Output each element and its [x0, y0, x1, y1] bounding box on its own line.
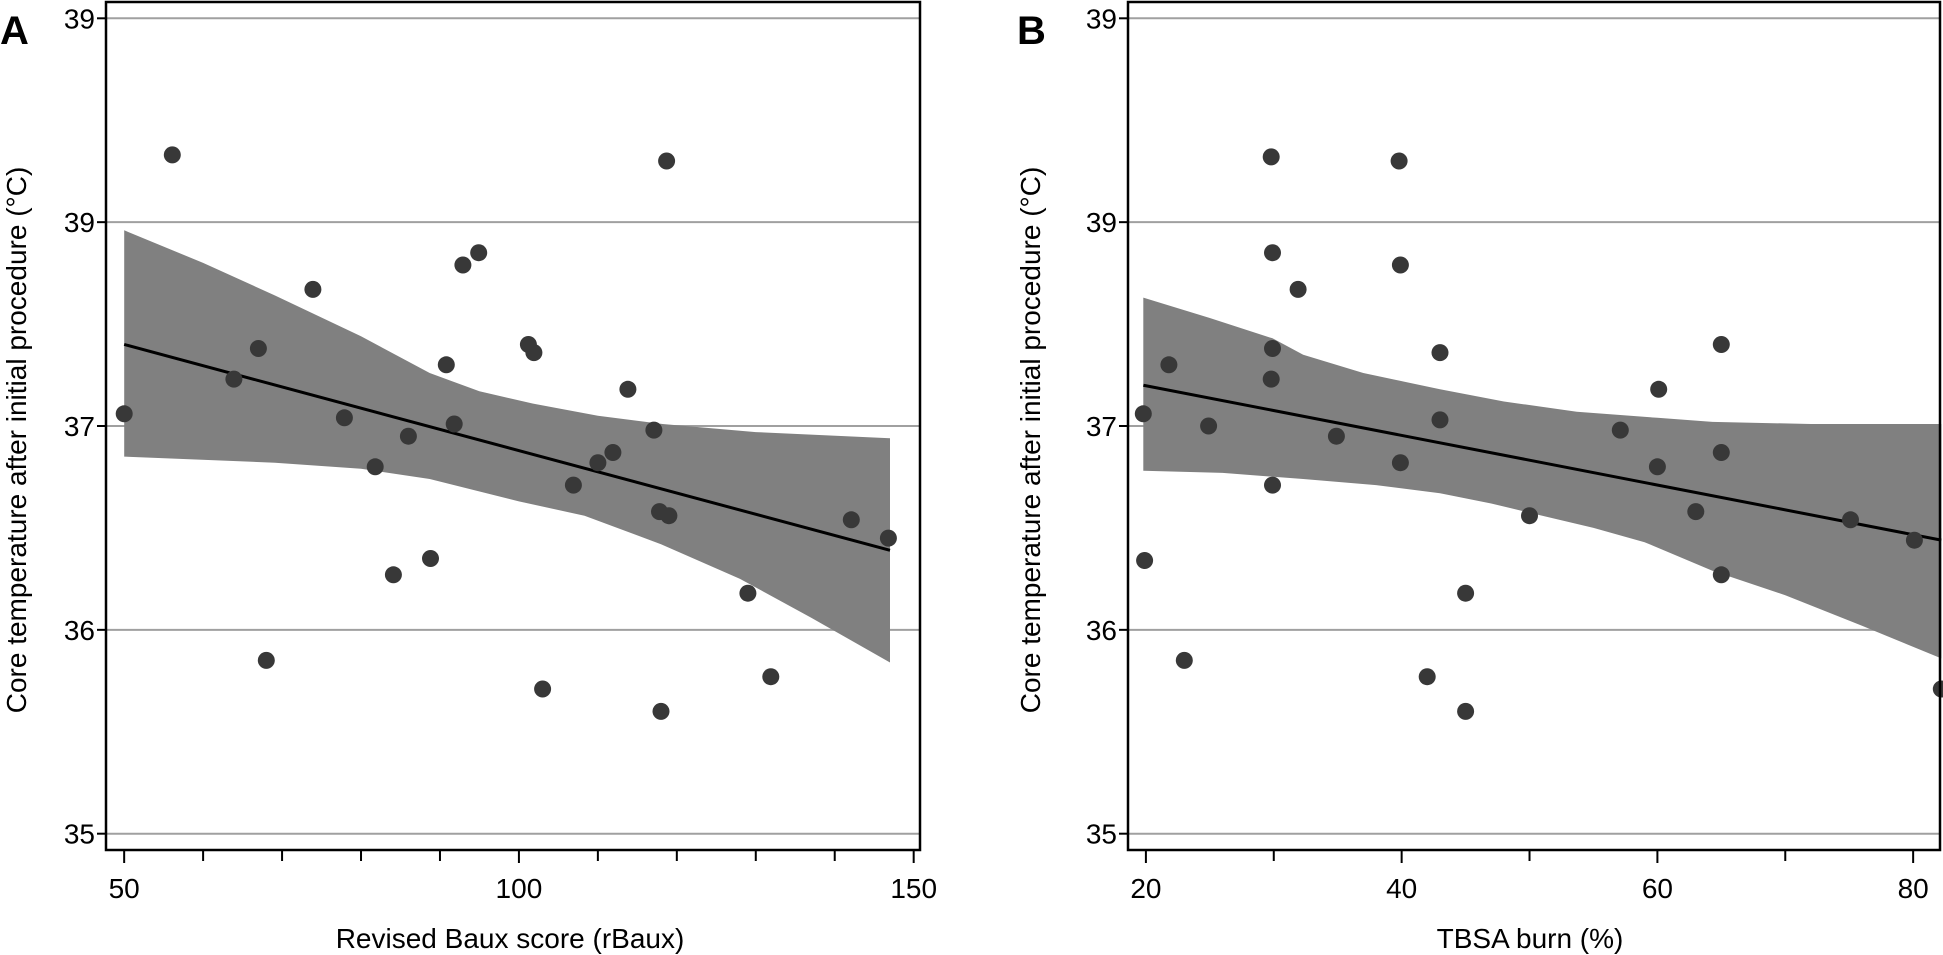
data-point [1262, 370, 1280, 388]
x-tick-label: 100 [496, 873, 543, 904]
data-point [660, 507, 678, 525]
data-point [619, 380, 637, 398]
data-point [564, 476, 582, 494]
data-point [454, 256, 472, 274]
data-point [1200, 417, 1218, 435]
data-point [842, 511, 860, 529]
data-point [1391, 256, 1409, 274]
y-tick-label: 39 [1086, 207, 1117, 238]
data-point [1457, 584, 1475, 602]
data-point [249, 340, 267, 357]
data-point [1175, 651, 1193, 669]
data-point [1264, 476, 1281, 494]
plot-frame [1126, 0, 1942, 852]
data-point [366, 458, 384, 476]
y-tick-label: 39 [64, 3, 95, 34]
data-point [1327, 427, 1345, 445]
data-point [1712, 444, 1730, 461]
x-tick-label: 150 [890, 873, 937, 904]
x-axis-title: Revised Baux score (rBaux) [336, 923, 685, 954]
panel-a: 35 36 37 39 39 50 100 150 A Core temperature af… [0, 0, 937, 954]
y-axis-title: Core temperature after initial procedure… [1, 167, 32, 714]
data-point [1289, 280, 1307, 298]
x-tick-label: 60 [1642, 873, 1673, 904]
data-point [1391, 454, 1409, 472]
data-point [1650, 380, 1668, 398]
data-point [1431, 344, 1449, 362]
data-point [163, 146, 181, 164]
data-point [1390, 152, 1408, 170]
data-point [1521, 507, 1538, 525]
data-point [589, 454, 607, 472]
data-point [1712, 336, 1730, 353]
data-point [1134, 405, 1152, 423]
data-point [1136, 552, 1154, 569]
data-point [879, 529, 897, 547]
y-axis-title: Core temperature after initial procedure… [1015, 167, 1046, 714]
y-tick-label: 35 [1086, 819, 1117, 850]
data-point [304, 280, 322, 298]
data-point [1160, 356, 1178, 374]
x-tick-label: 80 [1898, 873, 1929, 904]
data-point [1842, 511, 1859, 529]
regression-line [123, 343, 891, 552]
y-tick-label: 36 [64, 615, 95, 646]
y-tick-label: 37 [1086, 411, 1117, 442]
regression-line [1143, 383, 1942, 542]
data-point [257, 651, 275, 669]
data-point [645, 421, 663, 439]
data-point [1648, 458, 1666, 476]
data-point [1687, 503, 1705, 521]
data-point [115, 405, 133, 423]
data-point [225, 370, 243, 388]
x-tick-label: 50 [109, 873, 140, 904]
data-point [652, 702, 670, 720]
plot-frame [104, 0, 922, 852]
y-tick-label: 39 [1086, 3, 1117, 34]
data-point [1457, 702, 1475, 720]
data-point [1611, 421, 1629, 439]
data-point [1431, 411, 1449, 429]
y-tick-label: 35 [64, 819, 95, 850]
data-point [1932, 680, 1943, 698]
data-point [1418, 668, 1436, 686]
panel-label: B [1017, 9, 1046, 53]
data-point [335, 409, 353, 427]
data-point [534, 680, 552, 698]
data-point [739, 584, 757, 602]
x-axis-title: TBSA burn (%) [1437, 923, 1624, 954]
plot-area: 35 36 37 39 39 50 100 150 [64, 0, 937, 904]
data-point [762, 668, 780, 686]
data-point [1905, 531, 1923, 549]
x-tick-label: 20 [1130, 873, 1161, 904]
panel-label: A [0, 9, 29, 53]
y-tick-label: 39 [64, 207, 95, 238]
data-point [1712, 566, 1730, 584]
data-point [604, 444, 622, 461]
data-point [470, 244, 488, 262]
data-point [422, 550, 439, 567]
confidence-band [1143, 297, 1942, 659]
data-point [445, 415, 463, 433]
data-point [1264, 340, 1281, 357]
data-point [1262, 148, 1280, 166]
panel-b: 35 36 37 39 39 20 40 60 80 B Core temperature af… [1015, 0, 1943, 954]
data-point [399, 427, 417, 445]
y-tick-label: 37 [64, 411, 95, 442]
data-point [525, 344, 543, 362]
data-point [1264, 244, 1281, 262]
data-point [658, 152, 676, 170]
data-point [437, 356, 455, 374]
plot-area: 35 36 37 39 39 20 40 60 80 [1086, 0, 1943, 904]
y-tick-label: 36 [1086, 615, 1117, 646]
x-tick-label: 40 [1386, 873, 1417, 904]
data-point [384, 566, 402, 584]
